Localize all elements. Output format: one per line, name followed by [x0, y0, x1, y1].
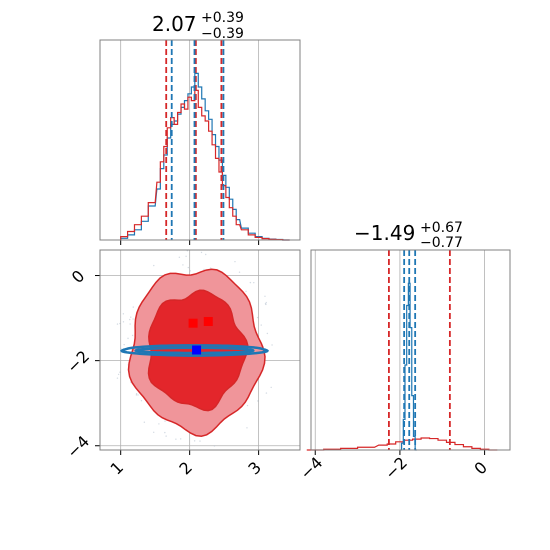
- sample-point: [116, 377, 119, 379]
- x-tick-label: −4: [296, 453, 326, 483]
- sample-point: [270, 386, 272, 389]
- sample-point: [266, 332, 269, 335]
- sample-point: [135, 393, 138, 395]
- sample-point: [234, 260, 236, 263]
- sample-point: [175, 438, 177, 440]
- joint-panel: 1 2 3 0 −2 −4: [63, 249, 301, 479]
- sample-point: [205, 253, 207, 256]
- marginal-p1-panel: −4 −2 0: [296, 249, 511, 483]
- sample-point: [123, 343, 125, 346]
- sample-point: [238, 271, 241, 273]
- panel-frame: [99, 39, 301, 241]
- sample-point: [122, 313, 125, 315]
- x-tick-label: 2: [175, 458, 196, 479]
- red-histogram: [120, 89, 290, 241]
- red-histogram: [306, 437, 498, 451]
- title-p1-plus: +0.67: [420, 220, 463, 236]
- sample-point: [209, 267, 212, 269]
- sample-point: [246, 404, 249, 407]
- title-p0-value: 2.07: [152, 12, 197, 36]
- sample-point: [271, 344, 273, 346]
- sample-point: [119, 322, 121, 325]
- sample-point: [158, 423, 160, 425]
- sample-point: [246, 427, 248, 429]
- sample-point: [116, 323, 119, 325]
- sample-point: [189, 270, 191, 272]
- sample-point: [178, 256, 181, 259]
- x-tick-label: 0: [470, 458, 491, 479]
- sample-point: [213, 445, 216, 447]
- panel-frame: [310, 249, 511, 451]
- sample-point: [164, 431, 166, 434]
- sample-point: [249, 281, 252, 284]
- sample-point: [127, 337, 129, 340]
- y-tick-label: −4: [63, 432, 93, 462]
- sample-point: [265, 392, 268, 394]
- sample-point: [203, 268, 205, 271]
- sample-point: [153, 264, 155, 267]
- title-p1-minus: −0.77: [420, 235, 463, 251]
- x-tick-label: 1: [106, 458, 127, 479]
- sample-point: [256, 316, 259, 319]
- sample-point: [143, 421, 146, 423]
- title-p0-plus: +0.39: [201, 10, 244, 26]
- sample-point: [260, 324, 262, 326]
- blue-histogram: [120, 72, 290, 241]
- sample-point: [120, 347, 122, 350]
- sample-point: [131, 334, 134, 337]
- sample-point: [265, 301, 267, 304]
- x-tick-label: −2: [381, 453, 411, 483]
- sample-point: [164, 420, 166, 422]
- sample-point: [132, 306, 134, 308]
- panel-frame: [99, 249, 301, 451]
- y-tick-label: −2: [63, 347, 93, 377]
- sample-point: [200, 251, 203, 254]
- sample-point: [253, 281, 255, 284]
- blue-contour-outer: [120, 344, 269, 357]
- blue-contour-inner: [134, 346, 255, 355]
- title-p1: −1.49 +0.67 −0.77: [354, 220, 463, 251]
- sample-point: [137, 394, 139, 396]
- title-p1-value: −1.49: [354, 221, 415, 245]
- x-tick-label: 3: [244, 458, 265, 479]
- sample-point: [135, 394, 138, 396]
- sample-point: [153, 431, 155, 434]
- sample-point: [245, 290, 247, 292]
- sample-point: [182, 264, 184, 266]
- sample-point: [132, 318, 134, 320]
- marginal-p0-panel: [99, 39, 301, 245]
- sample-point: [193, 440, 196, 442]
- sample-point: [199, 440, 201, 442]
- sample-point: [119, 371, 121, 373]
- sample-point: [129, 323, 131, 325]
- sample-point: [179, 438, 182, 440]
- sample-point: [140, 400, 143, 402]
- sample-point: [187, 266, 190, 269]
- blue-marker: [192, 345, 202, 355]
- sample-point: [122, 321, 125, 323]
- red-marker: [188, 318, 198, 328]
- sample-point: [185, 255, 187, 258]
- red-marker: [203, 316, 213, 326]
- sample-point: [129, 318, 131, 321]
- sample-point: [257, 400, 259, 402]
- sample-point: [264, 295, 266, 297]
- y-tick-label: 0: [68, 266, 89, 287]
- title-p0: 2.07 +0.39 −0.39: [152, 10, 244, 42]
- sample-point: [130, 316, 132, 318]
- sample-point: [117, 373, 120, 376]
- sample-point: [265, 303, 267, 306]
- sample-point: [165, 435, 167, 437]
- title-p0-minus: −0.39: [201, 26, 244, 42]
